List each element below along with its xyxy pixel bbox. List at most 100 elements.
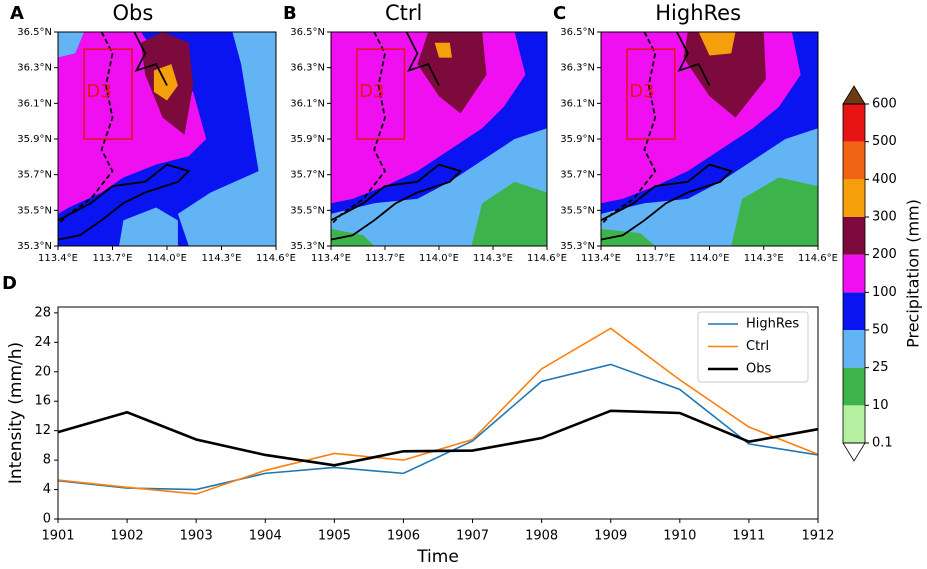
colorbar-tick-label: 600 <box>872 97 897 112</box>
y-tick-label: 35.5°N <box>17 205 52 216</box>
x-tick-label: 1912 <box>801 529 834 544</box>
y-tick-label: 16 <box>34 394 51 409</box>
precip-field <box>601 228 656 246</box>
boundary-line <box>601 32 655 225</box>
y-tick-label: 36.1°N <box>17 98 52 109</box>
x-tick-label: 113.4°E <box>38 253 78 264</box>
map-panel: D3 <box>331 32 547 246</box>
y-tick-label: 35.7°N <box>17 170 52 181</box>
colorbar-segment <box>843 104 865 142</box>
x-tick-label: 1903 <box>180 529 213 544</box>
d3-box <box>626 48 676 140</box>
x-tick-label: 1905 <box>318 529 351 544</box>
colorbar-segment <box>843 367 865 406</box>
x-tick-label: 113.4°E <box>311 253 351 264</box>
y-tick-label: 35.9°N <box>560 134 595 145</box>
y-tick-label: 36.5°N <box>290 27 325 38</box>
precip-field <box>471 181 547 246</box>
y-tick-label: 36.3°N <box>17 63 52 74</box>
y-tick-label: 35.7°N <box>290 170 325 181</box>
boundary-line <box>331 32 385 225</box>
x-tick-label: 114.0°E <box>419 253 459 264</box>
panel-letter: D <box>2 273 17 294</box>
colorbar-segment <box>843 292 865 330</box>
x-tick-label: 1906 <box>387 529 420 544</box>
y-tick-label: 35.5°N <box>560 205 595 216</box>
x-tick-label: 114.3°E <box>744 253 784 264</box>
contour-line <box>331 165 461 240</box>
colorbar-under <box>842 442 866 462</box>
x-tick-label: 114.3°E <box>202 253 242 264</box>
y-tick-label: 35.3°N <box>560 241 595 252</box>
map-title: Obs <box>113 1 154 25</box>
plot-frame <box>57 306 819 520</box>
y-tick-label: 28 <box>34 305 51 320</box>
legend-label: HighRes <box>746 317 799 332</box>
series-line <box>57 363 819 491</box>
precip-field <box>331 228 375 246</box>
colorbar-tick-label: 200 <box>872 247 897 262</box>
precip-field <box>58 32 85 58</box>
map-title: Ctrl <box>385 1 422 25</box>
contour-line <box>134 32 167 86</box>
y-tick-label: 0 <box>43 512 51 527</box>
x-tick-label: 1902 <box>111 529 144 544</box>
y-tick-label: 4 <box>43 482 51 497</box>
y-tick-label: 24 <box>34 335 51 350</box>
colorbar-frame <box>842 103 866 444</box>
x-tick-label: 114.3°E <box>473 253 513 264</box>
colorbar-tick-label: 300 <box>872 210 897 225</box>
box-label: D3 <box>629 81 654 102</box>
y-tick-label: 36.1°N <box>290 98 325 109</box>
colorbar-over <box>842 85 866 105</box>
contour-line <box>407 32 439 86</box>
y-tick-label: 36.3°N <box>290 63 325 74</box>
y-tick-label: 35.7°N <box>560 170 595 181</box>
y-tick-label: 35.5°N <box>290 205 325 216</box>
y-tick-label: 20 <box>34 364 51 379</box>
x-tick-label: 1910 <box>663 529 696 544</box>
contour-line <box>58 165 189 240</box>
x-tick-label: 1907 <box>456 529 489 544</box>
y-tick-label: 8 <box>43 453 51 468</box>
legend-label: Ctrl <box>746 339 769 354</box>
y-tick-label: 12 <box>34 423 51 438</box>
d3-box <box>356 48 406 140</box>
colorbar-tick-label: 50 <box>872 323 889 338</box>
panel-letter: B <box>283 3 297 24</box>
d3-box <box>83 48 133 140</box>
legend-label: Obs <box>746 362 771 377</box>
precip-field <box>434 42 452 58</box>
x-tick-label: 1904 <box>249 529 282 544</box>
series-line <box>57 409 819 467</box>
contour-line <box>601 165 731 240</box>
x-tick-label: 114.0°E <box>690 253 730 264</box>
y-tick-label: 35.9°N <box>17 134 52 145</box>
box-label: D3 <box>86 81 111 102</box>
precip-field <box>417 32 487 114</box>
x-tick-label: 113.7°E <box>635 253 675 264</box>
colorbar-tick-label: 100 <box>872 285 897 300</box>
colorbar-tick-label: 400 <box>872 172 897 187</box>
x-axis-label: Time <box>416 547 459 567</box>
colorbar-tick-label: 0.1 <box>872 436 893 451</box>
precip-field <box>698 32 736 56</box>
colorbar-segment <box>843 330 865 368</box>
x-tick-label: 1911 <box>732 529 765 544</box>
y-tick-label: 36.1°N <box>560 98 595 109</box>
legend-box <box>697 311 809 383</box>
y-tick-label: 35.3°N <box>290 241 325 252</box>
colorbar-segment <box>843 217 865 255</box>
colorbar-tick-label: 25 <box>872 360 889 375</box>
x-tick-label: 113.7°E <box>365 253 405 264</box>
x-tick-label: 113.7°E <box>93 253 133 264</box>
y-tick-label: 36.5°N <box>560 27 595 38</box>
colorbar-segment <box>843 141 865 180</box>
map-panel: D3 <box>58 32 276 246</box>
map-panel: D3 <box>601 32 818 246</box>
x-tick-label: 1901 <box>41 529 74 544</box>
map-title: HighRes <box>655 1 741 25</box>
panel-letter: A <box>10 3 24 24</box>
panel-letter: C <box>553 3 566 24</box>
